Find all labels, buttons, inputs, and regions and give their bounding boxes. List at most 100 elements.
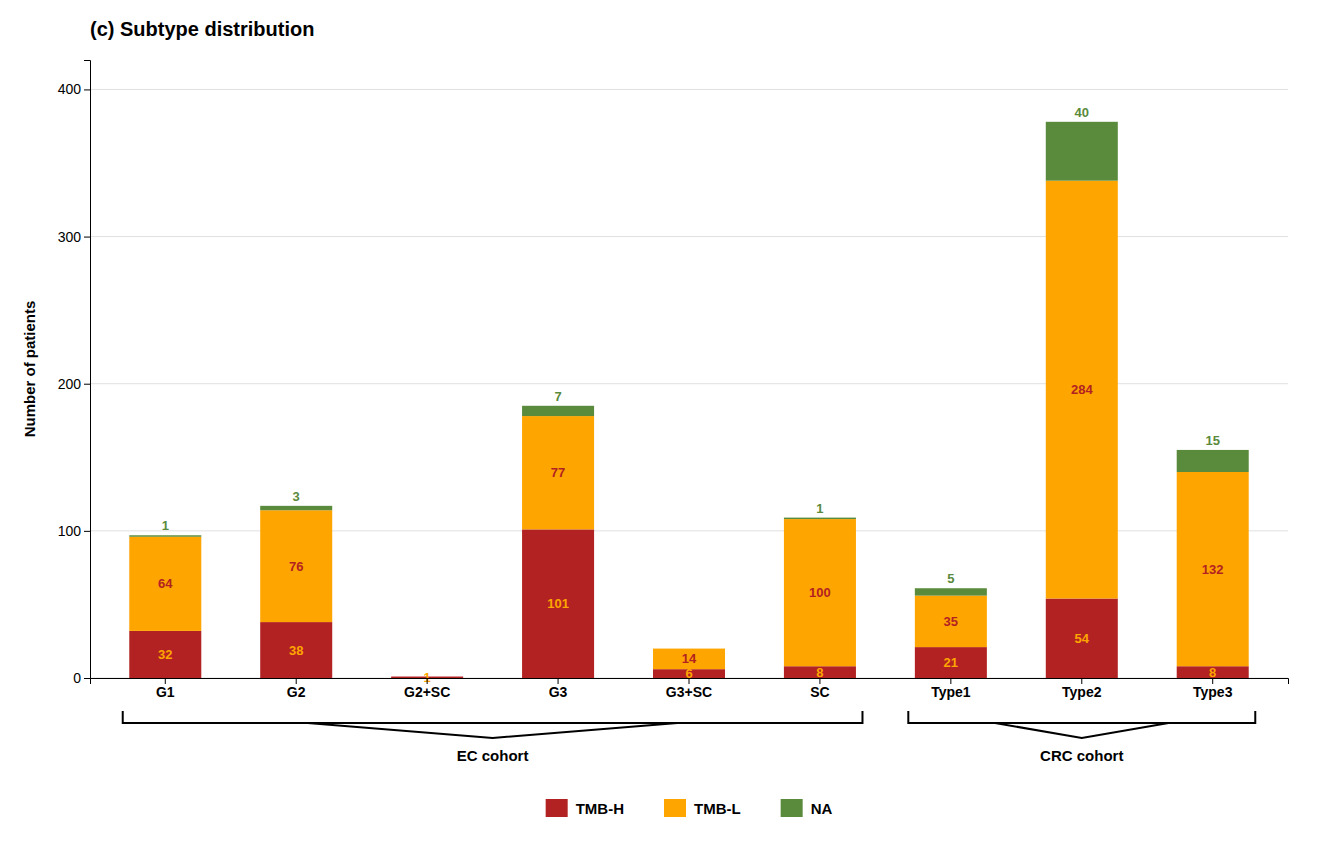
- legend-label: TMB-H: [576, 800, 624, 817]
- x-tick-label: Type1: [931, 684, 971, 700]
- legend-swatch: [664, 799, 686, 817]
- data-label: 1: [162, 518, 169, 533]
- data-label: 54: [1075, 631, 1090, 646]
- legend-label: TMB-L: [694, 800, 741, 817]
- x-tick-label: G2+SC: [404, 684, 450, 700]
- x-tick: SC: [810, 678, 829, 700]
- data-label: 1: [816, 501, 823, 516]
- bar-segment: [260, 510, 332, 622]
- grid-line: [90, 89, 1288, 90]
- x-tick-label: G1: [156, 684, 175, 700]
- bar-segment: [260, 506, 332, 510]
- data-label: 38: [289, 643, 303, 658]
- bar-segment: [784, 518, 856, 519]
- x-tick-label: SC: [810, 684, 829, 700]
- x-tick: Type3: [1193, 678, 1233, 700]
- y-tick: 0: [73, 670, 90, 686]
- y-axis-title: Number of patients: [21, 301, 38, 438]
- x-tick: G3: [549, 678, 568, 700]
- data-label: 1: [424, 670, 431, 685]
- x-tick-label: G3+SC: [666, 684, 712, 700]
- legend-swatch: [546, 799, 568, 817]
- title: (c) Subtype distribution: [90, 18, 314, 40]
- data-label: 100: [809, 585, 831, 600]
- legend-item: NA: [781, 799, 833, 817]
- y-tick-mark: [84, 678, 90, 679]
- y-axis-line: [84, 61, 91, 679]
- bar-segment: [915, 647, 987, 678]
- data-label: 64: [158, 576, 173, 591]
- data-label: 8: [816, 665, 823, 680]
- bar-segment: [260, 622, 332, 678]
- bar-segment: [653, 648, 725, 649]
- bar-segment: [653, 649, 725, 670]
- y-axis: 0 100 200 300 400: [58, 61, 91, 686]
- y-tick-label: 300: [58, 229, 82, 245]
- legend: TMB-H TMB-L NA: [546, 799, 833, 817]
- y-tick: 100: [58, 523, 90, 539]
- x-tick: Type1: [931, 678, 971, 700]
- bar-segment: [129, 537, 201, 631]
- x-tick: G3+SC: [666, 678, 712, 700]
- data-label: 5: [947, 571, 954, 586]
- data-label: 76: [289, 559, 303, 574]
- y-tick-label: 200: [58, 376, 82, 392]
- data-label: 14: [682, 651, 697, 666]
- legend-label: NA: [811, 800, 833, 817]
- bar-segment: [129, 535, 201, 536]
- data-label: 3: [293, 489, 300, 504]
- data-label: 7: [554, 389, 561, 404]
- x-tick-label: Type2: [1062, 684, 1102, 700]
- bar-segment: [1177, 450, 1249, 472]
- x-tick: G2+SC: [404, 678, 450, 700]
- y-tick: 300: [58, 229, 90, 245]
- data-label: 35: [944, 614, 958, 629]
- annotation: CRC cohort: [1040, 747, 1123, 764]
- grid: [90, 89, 1288, 678]
- x-axis: G1 G2 G2+SC G3 G3+SC SC Type1 Type2 Type3: [91, 678, 1289, 700]
- y-tick-label: 0: [73, 670, 81, 686]
- legend-item: TMB-H: [546, 799, 624, 817]
- x-tick: G1: [156, 678, 175, 700]
- bar-segment: [915, 588, 987, 595]
- data-label: 32: [158, 647, 172, 662]
- data-label: 15: [1205, 433, 1219, 448]
- y-tick-mark: [84, 89, 90, 90]
- bar-segment: [915, 596, 987, 648]
- y-tick-mark: [84, 237, 90, 238]
- data-label: 8: [1209, 665, 1216, 680]
- bar-segment: [1046, 122, 1118, 181]
- bar-segment: [784, 519, 856, 666]
- x-tick-label: Type3: [1193, 684, 1233, 700]
- data-label: 284: [1071, 382, 1093, 397]
- bar-segment: [522, 416, 594, 529]
- x-tick-label: G3: [549, 684, 568, 700]
- bar-segment: [1046, 599, 1118, 678]
- data-label: 21: [944, 655, 958, 670]
- y-tick-mark: [84, 384, 90, 385]
- y-tick-label: 400: [58, 81, 82, 97]
- y-tick-mark: [84, 531, 90, 532]
- annotations: EC cohortCRC cohort: [123, 711, 1256, 764]
- y-tick-label: 100: [58, 523, 82, 539]
- chart: 3238110168215486476771410035284132137154…: [0, 0, 1318, 868]
- data-label: 101: [547, 596, 569, 611]
- y-tick: 200: [58, 376, 90, 392]
- brace: [123, 711, 863, 738]
- bar-segment: [129, 631, 201, 678]
- data-label: 40: [1075, 105, 1089, 120]
- bar-segment: [522, 529, 594, 678]
- data-label: 132: [1202, 562, 1224, 577]
- data-label: 77: [551, 465, 565, 480]
- bar-segment: [1046, 181, 1118, 599]
- bars: [129, 122, 1248, 678]
- x-tick: Type2: [1062, 678, 1102, 700]
- y-tick: 400: [58, 81, 90, 97]
- legend-item: TMB-L: [664, 799, 741, 817]
- data-labels: 3238110168215486476771410035284132137154…: [158, 105, 1224, 685]
- bar-segment: [1177, 472, 1249, 666]
- bar-segment: [522, 406, 594, 416]
- legend-swatch: [781, 799, 803, 817]
- brace: [908, 711, 1255, 738]
- x-tick: G2: [287, 678, 306, 700]
